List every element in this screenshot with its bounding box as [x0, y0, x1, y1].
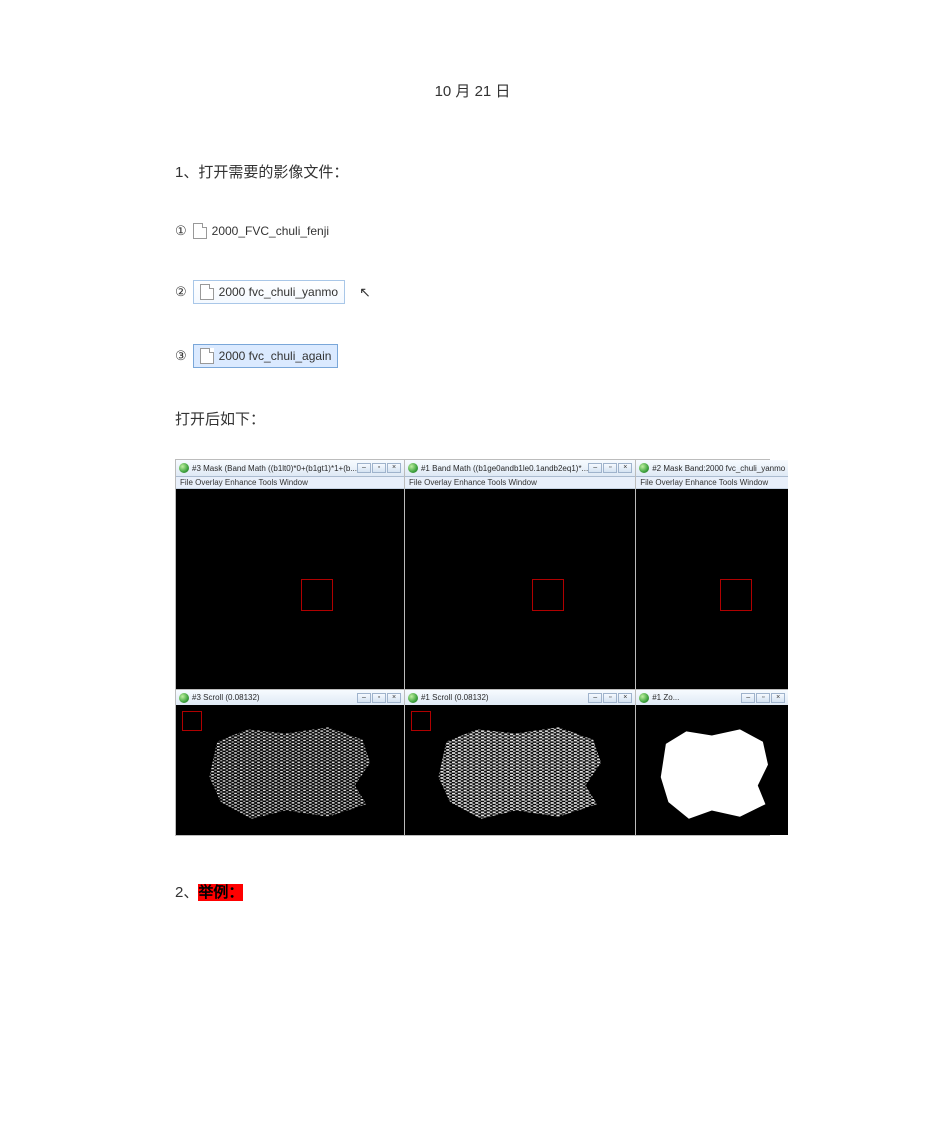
minimize-button[interactable]: –	[588, 463, 602, 473]
roi-box[interactable]	[532, 579, 564, 611]
window-buttons[interactable]: – ▫ ×	[741, 693, 785, 703]
envi-globe-icon	[179, 693, 189, 703]
scroll-window: #1 Scroll (0.08132) – ▫ ×	[405, 689, 635, 835]
window-titlebar[interactable]: #3 Mask (Band Math ((b1lt0)*0+(b1gt1)*1+…	[176, 460, 404, 477]
scroll-title-text: #1 Zo...	[652, 693, 679, 702]
file-item-1[interactable]: 2000_FVC_chuli_fenji	[193, 222, 329, 240]
file-item-2[interactable]: 2000 fvc_chuli_yanmo	[193, 280, 345, 304]
scroll-body[interactable]	[176, 705, 404, 835]
envi-globe-icon	[408, 463, 418, 473]
file-label-2: 2000 fvc_chuli_yanmo	[219, 285, 338, 299]
file-label-3: 2000 fvc_chuli_again	[219, 349, 332, 363]
window-titlebar[interactable]: #2 Mask Band:2000 fvc_chuli_yanmo	[636, 460, 788, 477]
display-main[interactable]	[405, 489, 635, 689]
maximize-button[interactable]: ▫	[372, 463, 386, 473]
scroll-window: #1 Zo... – ▫ ×	[636, 689, 788, 835]
envi-globe-icon	[639, 463, 649, 473]
file-row-2: ② 2000 fvc_chuli_yanmo ↖	[175, 280, 770, 304]
list-number-1: ①	[175, 223, 187, 239]
close-button[interactable]: ×	[387, 693, 401, 703]
window-buttons[interactable]: – ▫ ×	[588, 693, 632, 703]
window-buttons[interactable]: – ▫ ×	[357, 463, 401, 473]
scroll-titlebar[interactable]: #1 Zo... – ▫ ×	[636, 690, 788, 705]
close-button[interactable]: ×	[771, 693, 785, 703]
minimize-button[interactable]: –	[588, 693, 602, 703]
file-item-3[interactable]: 2000 fvc_chuli_again	[193, 344, 339, 368]
section-2: 2、举例：	[175, 881, 770, 902]
terrain-noisy-2	[423, 721, 616, 825]
file-row-1: ① 2000_FVC_chuli_fenji	[175, 222, 770, 240]
file-row-3: ③ 2000 fvc_chuli_again	[175, 344, 770, 368]
minimize-button[interactable]: –	[357, 693, 371, 703]
window-title-text: #1 Band Math ((b1ge0andb1le0.1andb2eq1)*…	[421, 464, 588, 473]
file-icon	[200, 284, 214, 300]
envi-window-2: #2 Mask Band:2000 fvc_chuli_yanmo File O…	[636, 460, 788, 835]
list-number-3: ③	[175, 348, 187, 364]
section-1-heading: 1、打开需要的影像文件：	[175, 161, 770, 182]
envi-screenshot: #3 Mask (Band Math ((b1lt0)*0+(b1gt1)*1+…	[175, 459, 770, 836]
roi-box[interactable]	[720, 579, 752, 611]
scroll-titlebar[interactable]: #3 Scroll (0.08132) – ▫ ×	[176, 690, 404, 705]
file-label-1: 2000_FVC_chuli_fenji	[212, 224, 329, 238]
section-2-highlight: 举例：	[198, 884, 243, 901]
roi-box[interactable]	[301, 579, 333, 611]
close-button[interactable]: ×	[618, 693, 632, 703]
list-number-2: ②	[175, 284, 187, 300]
terrain-solid	[648, 721, 776, 825]
close-button[interactable]: ×	[618, 463, 632, 473]
window-title-text: #3 Mask (Band Math ((b1lt0)*0+(b1gt1)*1+…	[192, 464, 357, 473]
scroll-body[interactable]	[405, 705, 635, 835]
envi-globe-icon	[408, 693, 418, 703]
minimize-button[interactable]: –	[357, 463, 371, 473]
scroll-window: #3 Scroll (0.08132) – ▫ ×	[176, 689, 404, 835]
envi-globe-icon	[179, 463, 189, 473]
scroll-title-text: #1 Scroll (0.08132)	[421, 693, 489, 702]
window-buttons[interactable]: – ▫ ×	[588, 463, 632, 473]
scroll-body[interactable]	[636, 705, 788, 835]
window-title-text: #2 Mask Band:2000 fvc_chuli_yanmo	[652, 464, 785, 473]
close-button[interactable]: ×	[387, 463, 401, 473]
cursor-icon: ↖	[359, 284, 371, 301]
terrain-noisy-1	[194, 721, 386, 825]
scroll-title-text: #3 Scroll (0.08132)	[192, 693, 260, 702]
maximize-button[interactable]: ▫	[756, 693, 770, 703]
file-icon	[193, 223, 207, 239]
menu-bar[interactable]: File Overlay Enhance Tools Window	[405, 477, 635, 489]
date-title: 10 月 21 日	[175, 80, 770, 101]
maximize-button[interactable]: ▫	[603, 463, 617, 473]
window-titlebar[interactable]: #1 Band Math ((b1ge0andb1le0.1andb2eq1)*…	[405, 460, 635, 477]
window-buttons[interactable]: – ▫ ×	[357, 693, 401, 703]
file-icon	[200, 348, 214, 364]
maximize-button[interactable]: ▫	[603, 693, 617, 703]
maximize-button[interactable]: ▫	[372, 693, 386, 703]
scroll-titlebar[interactable]: #1 Scroll (0.08132) – ▫ ×	[405, 690, 635, 705]
section-2-prefix: 2、	[175, 884, 198, 901]
menu-bar[interactable]: File Overlay Enhance Tools Window	[636, 477, 788, 489]
envi-window-3: #3 Mask (Band Math ((b1lt0)*0+(b1gt1)*1+…	[176, 460, 405, 835]
envi-globe-icon	[639, 693, 649, 703]
display-main[interactable]	[636, 489, 788, 689]
menu-bar[interactable]: File Overlay Enhance Tools Window	[176, 477, 404, 489]
minimize-button[interactable]: –	[741, 693, 755, 703]
after-open-text: 打开后如下：	[175, 408, 770, 429]
envi-window-1: #1 Band Math ((b1ge0andb1le0.1andb2eq1)*…	[405, 460, 636, 835]
display-main[interactable]	[176, 489, 404, 689]
